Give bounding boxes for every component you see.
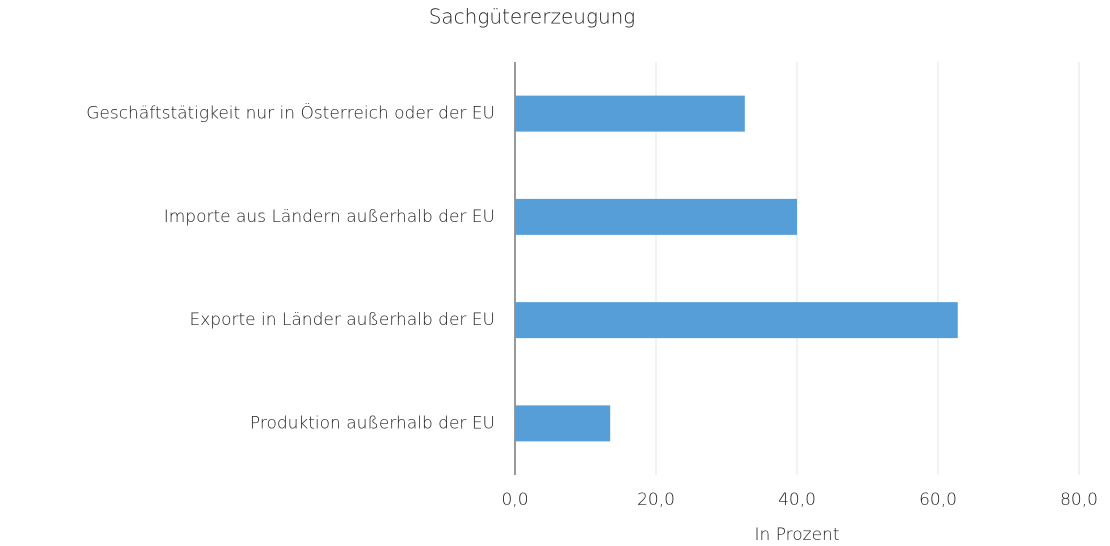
y-tick-label: Geschäftstätigkeit nur in Österreich ode…	[86, 102, 495, 124]
y-tick-label: Produktion außerhalb der EU	[250, 413, 495, 433]
chart-title: Sachgütererzeugung	[429, 5, 636, 29]
bar	[515, 302, 958, 339]
x-tick-label: 20,0	[637, 490, 675, 510]
bar	[515, 198, 797, 235]
x-tick-label: 40,0	[778, 490, 816, 510]
bar	[515, 95, 745, 132]
bar	[515, 405, 611, 442]
x-tick-label: 80,0	[1060, 490, 1098, 510]
x-tick-label: 0,0	[501, 490, 528, 510]
x-tick-label: 60,0	[919, 490, 957, 510]
y-tick-label: Exporte in Länder außerhalb der EU	[190, 310, 496, 330]
x-axis-label: In Prozent	[755, 525, 840, 545]
y-tick-label: Importe aus Ländern außerhalb der EU	[164, 207, 495, 227]
